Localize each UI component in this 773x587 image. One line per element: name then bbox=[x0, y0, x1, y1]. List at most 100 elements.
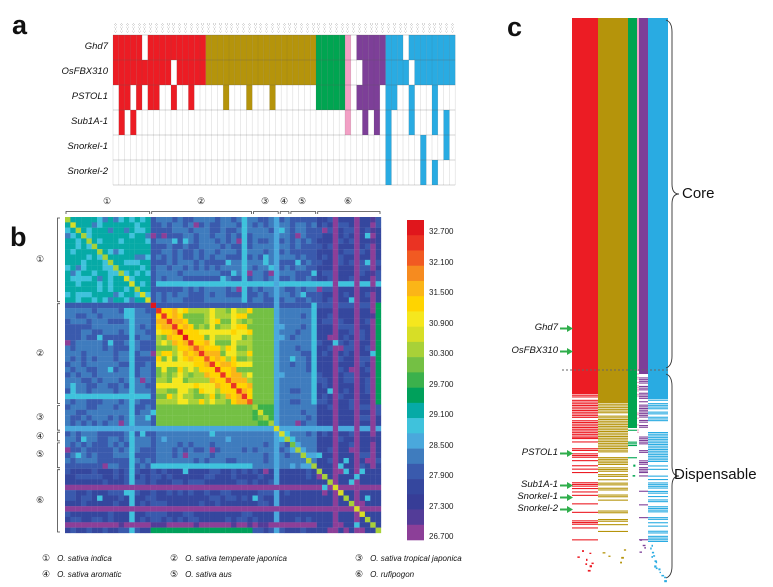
svg-text:·:··:·:·: ·:··:·:· bbox=[131, 23, 136, 33]
green-arrow-icon bbox=[560, 494, 573, 501]
gene-annotation: Sub1A-1 bbox=[521, 479, 558, 490]
svg-text:·:··:·::: ·:··:·:: bbox=[368, 23, 373, 33]
panel-c-columns bbox=[562, 18, 680, 583]
svg-text:·:··:·:·: ·:··:·:· bbox=[136, 23, 141, 33]
svg-text:·:··:·::: ·:··:·:: bbox=[438, 23, 443, 33]
svg-text:·:··:·::: ·:··:·:: bbox=[328, 23, 333, 33]
legend-item: ⑤ O. sativa aus bbox=[170, 569, 232, 580]
legend-item: ③ O. sativa tropical japonica bbox=[355, 553, 462, 564]
colorbar-label: 31.500 bbox=[429, 288, 454, 297]
panel-b-letter: b bbox=[10, 222, 27, 252]
svg-text:·:··:·:·: ·:··:·:· bbox=[345, 23, 350, 33]
group-number-left: ④ bbox=[36, 431, 45, 441]
panel-a-letter: a bbox=[12, 10, 28, 40]
green-arrow-icon bbox=[560, 348, 573, 355]
group-number-top: ④ bbox=[280, 196, 289, 206]
svg-text:·:··:·:·: ·:··:·:· bbox=[258, 23, 263, 33]
colorbar-label: 32.100 bbox=[429, 258, 454, 267]
legend-label: O. sativa aus bbox=[185, 570, 232, 579]
gene-row-label: Sub1A-1 bbox=[71, 116, 108, 127]
svg-text:·:··:·::: ·:··:·:: bbox=[310, 23, 315, 33]
colorbar-label: 27.300 bbox=[429, 502, 454, 511]
svg-text:·:··:·:·: ·:··:·:· bbox=[363, 23, 368, 33]
legend-item: ② O. sativa temperate japonica bbox=[170, 553, 287, 564]
legend-label: O. rufipogon bbox=[370, 570, 415, 579]
svg-text:·:··:·::: ·:··:·:: bbox=[218, 23, 223, 33]
gene-annotation: PSTOL1 bbox=[521, 447, 558, 458]
svg-text:·:··:·::: ·:··:·:: bbox=[171, 23, 176, 33]
svg-text:·:··:·::: ·:··:·:: bbox=[293, 23, 298, 33]
svg-text:·:··:·:·: ·:··:·:· bbox=[119, 23, 124, 33]
svg-text:·:··:·:·: ·:··:·:· bbox=[270, 23, 275, 33]
group-number-left: ① bbox=[36, 254, 45, 264]
group-number-top: ⑤ bbox=[298, 196, 307, 206]
svg-text:·:··:·:·: ·:··:·:· bbox=[305, 23, 310, 33]
gene-row-label: Snorkel-2 bbox=[67, 166, 108, 177]
group-number-left: ③ bbox=[36, 412, 45, 422]
gene-annotation: Snorkel-2 bbox=[517, 503, 558, 514]
core-section-label: Core bbox=[682, 185, 715, 202]
svg-text:·:··:·:·: ·:··:·:· bbox=[142, 23, 147, 33]
colorbar-label: 26.700 bbox=[429, 532, 454, 541]
svg-text:·:··:·::: ·:··:·:: bbox=[351, 23, 356, 33]
svg-text:·:··:·::: ·:··:·:: bbox=[235, 23, 240, 33]
svg-text:·:··:·::: ·:··:·:: bbox=[183, 23, 188, 33]
green-arrow-icon bbox=[560, 506, 573, 513]
group-number-top: ③ bbox=[261, 196, 270, 206]
svg-text:·:··:·:·: ·:··:·:· bbox=[113, 23, 118, 33]
svg-text:·:··:·:·: ·:··:·:· bbox=[444, 23, 449, 33]
svg-text:·:··:·::: ·:··:·:: bbox=[276, 23, 281, 33]
legend-label: O. sativa indica bbox=[57, 554, 112, 563]
svg-text:·:··:·:·: ·:··:·:· bbox=[397, 23, 402, 33]
svg-text:·:··:·::: ·:··:·:: bbox=[287, 23, 292, 33]
svg-text:·:··:·::: ·:··:·:: bbox=[165, 23, 170, 33]
group-number-left: ⑤ bbox=[36, 449, 45, 459]
group-number-left: ② bbox=[36, 348, 45, 358]
panel-c-letter: c bbox=[507, 12, 523, 42]
svg-text:·:··:·:·: ·:··:·:· bbox=[229, 23, 234, 33]
green-arrow-icon bbox=[560, 482, 573, 489]
svg-text:·:··:·::: ·:··:·:: bbox=[392, 23, 397, 33]
svg-text:·:··:·:·: ·:··:·:· bbox=[189, 23, 194, 33]
legend-label: O. sativa tropical japonica bbox=[370, 554, 462, 563]
svg-text:·:··:·::: ·:··:·:: bbox=[316, 23, 321, 33]
svg-text:·:··:·::: ·:··:·:: bbox=[200, 23, 205, 33]
legend-item: ① O. sativa indica bbox=[42, 553, 112, 564]
colorbar-label: 32.700 bbox=[429, 227, 454, 236]
svg-text:·:··:·:·: ·:··:·:· bbox=[177, 23, 182, 33]
gene-row-label: PSTOL1 bbox=[71, 91, 108, 102]
gene-row-label: Snorkel-1 bbox=[67, 141, 108, 152]
svg-text:·:··:·::: ·:··:·:: bbox=[432, 23, 437, 33]
svg-text:·:··:·:·: ·:··:·:· bbox=[415, 23, 420, 33]
legend-number: ④ bbox=[42, 569, 51, 579]
panel-a-matrix: ·:··:·:· ·:··:·:· ·:··:·:· ·:··:·:· ·:··:·:·… bbox=[112, 23, 456, 186]
svg-text:·:··:·::: ·:··:·:: bbox=[206, 23, 211, 33]
svg-text:·:··:·::: ·:··:·:: bbox=[403, 23, 408, 33]
svg-text:·:··:·:·: ·:··:·:· bbox=[154, 23, 159, 33]
gene-row-label: OsFBX310 bbox=[61, 66, 108, 77]
svg-text:·:··:·::: ·:··:·:: bbox=[380, 23, 385, 33]
svg-text:·:··:·:·: ·:··:·:· bbox=[450, 23, 455, 33]
legend-number: ② bbox=[170, 553, 179, 563]
group-number-top: ② bbox=[197, 196, 206, 206]
svg-text:·:··:·:·: ·:··:·:· bbox=[426, 23, 431, 33]
legend-item: ⑥ O. rufipogon bbox=[355, 569, 414, 580]
svg-text:·:··:·:·: ·:··:·:· bbox=[247, 23, 252, 33]
dispensable-section-label: Dispensable bbox=[674, 466, 757, 483]
svg-text:·:··:·:·: ·:··:·:· bbox=[281, 23, 286, 33]
gene-annotation: OsFBX310 bbox=[511, 345, 558, 356]
svg-text:·:··:·:·: ·:··:·:· bbox=[241, 23, 246, 33]
svg-text:·:··:·:·: ·:··:·:· bbox=[357, 23, 362, 33]
colorbar-label: 29.100 bbox=[429, 410, 454, 419]
svg-text:·:··:·::: ·:··:·:: bbox=[223, 23, 228, 33]
legend-label: O. sativa temperate japonica bbox=[185, 554, 287, 563]
svg-text:·:··:·:·: ·:··:·:· bbox=[386, 23, 391, 33]
colorbar-label: 27.900 bbox=[429, 471, 454, 480]
svg-text:·:··:·::: ·:··:·:: bbox=[421, 23, 426, 33]
svg-text:·:··:·::: ·:··:·:: bbox=[212, 23, 217, 33]
legend-item: ④ O. sativa aromatic bbox=[42, 569, 122, 580]
legend-number: ⑥ bbox=[355, 569, 364, 579]
legend-label: O. sativa aromatic bbox=[57, 570, 122, 579]
colorbar-label: 30.900 bbox=[429, 319, 454, 328]
